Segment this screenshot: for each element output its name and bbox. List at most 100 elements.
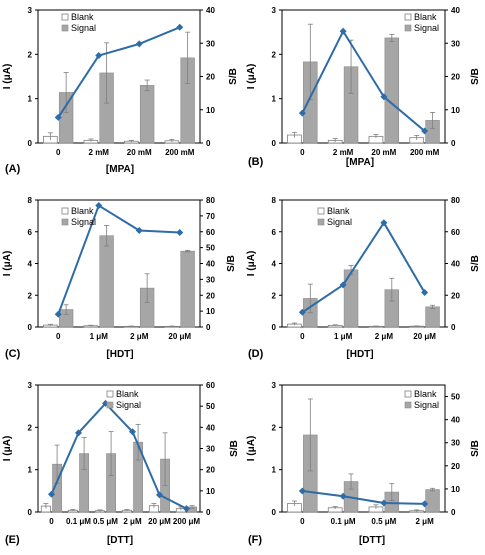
sb-line <box>57 204 180 315</box>
y-right-axis-title: S/B <box>470 68 481 85</box>
y-right-tick-label: 20 <box>451 291 460 300</box>
signal-bar <box>425 306 440 328</box>
y-left-tick-label: 0 <box>272 508 277 517</box>
x-tick-label: 2 mM <box>333 148 354 157</box>
y-right-axis-title: S/B <box>470 255 481 272</box>
y-right-axis-title: S/B <box>226 255 237 272</box>
sb-point <box>176 229 184 237</box>
y-right-tick-label: 10 <box>451 485 460 494</box>
y-left-axis-title: I (μA) <box>2 436 13 462</box>
x-tick-label: 200 μM <box>173 517 200 526</box>
sb-line <box>50 401 187 510</box>
legend-blank-label: Blank <box>71 12 94 22</box>
x-tick-label: 0.1 μM <box>66 517 91 526</box>
sb-point <box>135 226 143 234</box>
y-right-tick-label: 80 <box>206 196 215 205</box>
y-left-tick-label: 0 <box>28 139 33 148</box>
sb-point <box>176 23 184 31</box>
sb-point <box>183 505 190 513</box>
sb-line <box>57 26 181 118</box>
y-right-tick-label: 30 <box>451 39 460 48</box>
legend-signal-label: Signal <box>327 217 352 227</box>
legend-blank-label: Blank <box>116 389 139 399</box>
x-tick-label: 20 mM <box>371 148 396 157</box>
x-tick-label: 20 μM <box>413 332 436 341</box>
legend-blank-label: Blank <box>71 206 94 216</box>
x-tick-label: 0 <box>300 517 305 526</box>
y-right-tick-label: 40 <box>451 6 460 15</box>
x-tick-label: 200 mM <box>410 148 440 157</box>
sb-point <box>298 487 306 495</box>
legend-blank-swatch <box>404 13 412 21</box>
y-left-tick-label: 0 <box>272 139 277 148</box>
y-left-tick-label: 0 <box>28 508 33 517</box>
y-right-tick-label: 0 <box>451 508 456 517</box>
y-right-tick-label: 40 <box>451 416 460 425</box>
y-left-axis-title: I (μA) <box>2 64 13 90</box>
plot-frame <box>281 384 446 513</box>
y-left-tick-label: 1 <box>28 466 33 475</box>
sb-point <box>339 281 347 289</box>
sb-line <box>302 489 425 505</box>
y-left-tick-label: 0 <box>272 323 277 332</box>
y-right-tick-label: 80 <box>451 196 460 205</box>
sb-point <box>95 202 103 210</box>
signal-bar <box>139 85 155 144</box>
y-right-tick-label: 60 <box>451 228 460 237</box>
x-axis-title: [HDT] <box>346 349 373 360</box>
sb-point <box>339 27 347 35</box>
y-right-tick-label: 10 <box>206 106 215 115</box>
x-tick-label: 20 μM <box>168 332 191 341</box>
x-tick-label: 200 mM <box>165 148 195 157</box>
sb-point <box>156 491 163 499</box>
sb-line <box>301 29 426 132</box>
y-right-axis-title: S/B <box>229 440 240 457</box>
x-tick-label: 2 μM <box>130 332 149 341</box>
y-right-tick-label: 0 <box>206 139 211 148</box>
y-left-tick-label: 6 <box>28 228 33 237</box>
y-right-tick-label: 60 <box>206 228 215 237</box>
x-axis-title: [DTT] <box>359 535 385 546</box>
legend-signal-swatch <box>317 218 325 226</box>
y-left-tick-label: 2 <box>28 50 33 59</box>
y-right-tick-label: 50 <box>206 402 215 411</box>
panel-label: (F) <box>248 534 262 546</box>
signal-bar <box>180 250 195 328</box>
x-axis-title: [MPA] <box>346 157 374 168</box>
x-tick-label: 0 <box>300 148 305 157</box>
y-left-tick-label: 1 <box>28 95 33 104</box>
sb-point <box>48 490 55 498</box>
sb-point <box>380 93 388 101</box>
panel-label: (E) <box>5 534 20 546</box>
x-axis-title: [MPA] <box>106 164 134 175</box>
sb-point <box>339 492 347 500</box>
panel-label: (D) <box>248 348 264 360</box>
y-right-tick-label: 30 <box>451 439 460 448</box>
y-left-tick-label: 2 <box>272 423 277 432</box>
y-right-tick-label: 20 <box>206 291 215 300</box>
sb-point <box>75 429 82 437</box>
y-right-tick-label: 70 <box>206 212 215 221</box>
legend-signal-label: Signal <box>414 400 439 410</box>
y-right-tick-label: 30 <box>206 445 215 454</box>
y-left-tick-label: 3 <box>28 6 33 15</box>
sb-point <box>298 308 306 316</box>
x-axis-title: [DTT] <box>107 535 133 546</box>
signal-bar <box>425 489 440 513</box>
y-right-tick-label: 10 <box>451 106 460 115</box>
y-left-axis-title: I (μA) <box>2 251 13 277</box>
x-tick-label: 0.5 μM <box>93 517 118 526</box>
x-tick-label: 0 <box>56 332 61 341</box>
legend-blank-swatch <box>106 390 114 398</box>
x-tick-label: 20 μM <box>148 517 171 526</box>
y-right-tick-label: 10 <box>206 307 215 316</box>
x-tick-label: 0.5 μM <box>371 517 396 526</box>
y-right-axis-title: S/B <box>470 440 481 457</box>
y-left-tick-label: 6 <box>272 228 277 237</box>
y-left-axis-title: I (μA) <box>246 436 257 462</box>
